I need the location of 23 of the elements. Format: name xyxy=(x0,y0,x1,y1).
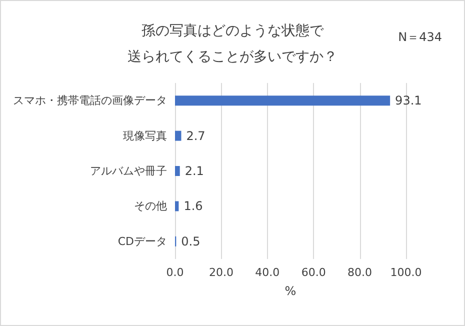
x-tick-label: 40.0 xyxy=(255,266,280,279)
y-tick-label: CDデータ xyxy=(118,234,167,248)
data-label: 93.1 xyxy=(395,94,422,108)
data-label: 2.1 xyxy=(184,164,204,178)
x-tick-label: 100.0 xyxy=(390,266,422,279)
chart-title: 孫の写真はどのような状態で送られてくることが多いですか？ xyxy=(128,23,338,65)
bar xyxy=(175,130,182,141)
x-axis-title: % xyxy=(284,284,296,298)
data-label: 2.7 xyxy=(186,128,206,143)
x-tick-label: 80.0 xyxy=(348,266,372,279)
y-tick-label: その他 xyxy=(134,200,167,213)
x-tick-label: 0.0 xyxy=(166,266,184,279)
bar xyxy=(175,96,390,106)
data-label: 1.6 xyxy=(184,199,203,214)
x-tick-label: 20.0 xyxy=(208,266,234,279)
y-tick-label: アルバムや冊子 xyxy=(90,164,167,178)
data-label: 0.5 xyxy=(181,234,200,248)
text: N＝434 xyxy=(398,30,442,44)
y-tick-label: スマホ・携帯電話の画像データ xyxy=(13,94,167,108)
x-tick-label: 60.0 xyxy=(301,266,326,279)
bar xyxy=(175,166,180,176)
bar xyxy=(175,201,179,212)
y-tick-label: 現像写真 xyxy=(123,129,167,142)
